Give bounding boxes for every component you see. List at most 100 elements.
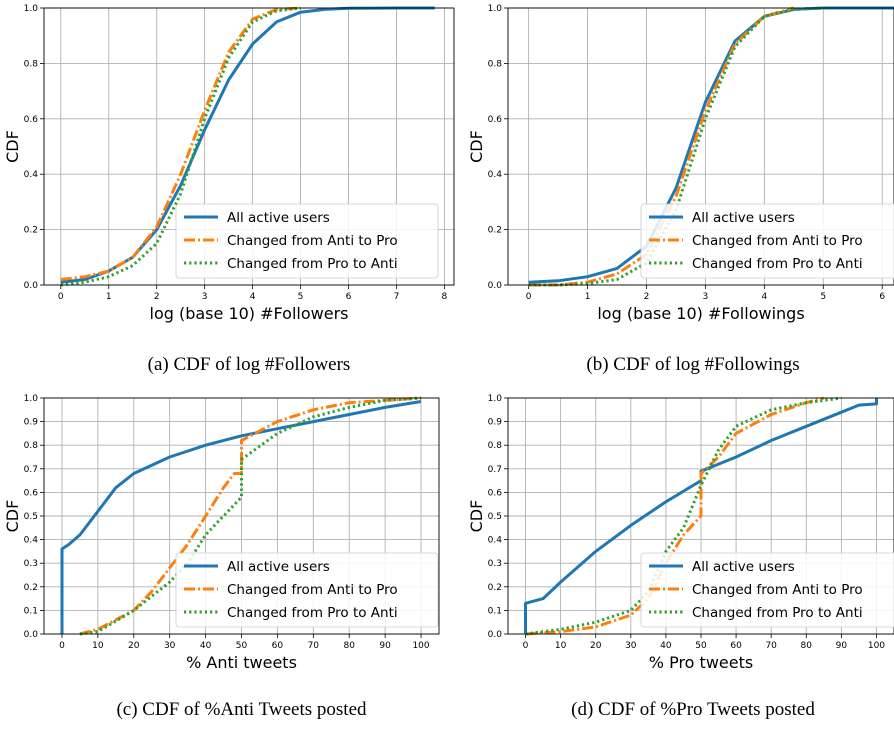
y-tick-label: 0.3 (488, 559, 502, 569)
y-tick-label: 1.0 (24, 4, 39, 14)
x-tick-label: 2 (644, 292, 650, 302)
x-tick-label: 90 (379, 641, 391, 651)
y-tick-label: 0.7 (24, 465, 38, 475)
legend-label-1: All active users (692, 210, 795, 226)
x-tick-label: 2 (154, 292, 160, 302)
y-axis-label: CDF (3, 500, 22, 533)
legend-label-1: All active users (227, 210, 330, 226)
y-tick-label: 0.5 (24, 512, 38, 522)
chart-c: 0 10 20 30 40 50 60 70 80 90 100 0.0 0.1 0.2 0.3 0.4 0.5… (3, 394, 440, 720)
y-tick-label: 0.0 (24, 281, 39, 291)
x-tick-label: 50 (236, 641, 248, 651)
y-tick-label: 0.4 (488, 536, 503, 546)
series-line-3 (79, 396, 422, 636)
x-tick-label: 90 (836, 641, 848, 651)
y-tick-label: 0.1 (24, 606, 38, 616)
chart-d: 0 10 20 30 40 50 60 70 80 90 100 0.0 0.1 0.2 0.3 0.4 0.5… (467, 394, 894, 720)
y-tick-label: 1.0 (24, 394, 39, 404)
x-tick-label: 20 (128, 641, 140, 651)
x-tick-label: 100 (412, 641, 429, 651)
x-tick-label: 40 (200, 641, 212, 651)
y-tick-label: 0.2 (24, 583, 38, 593)
x-tick-label: 10 (92, 641, 104, 651)
x-tick-label: 0 (523, 641, 529, 651)
y-tick-label: 1.0 (488, 394, 503, 404)
x-axis-label: % Anti tweets (186, 653, 297, 672)
y-axis-label: CDF (3, 130, 22, 163)
plot-frame (507, 7, 894, 286)
plot-frame (507, 397, 894, 635)
series-line-2 (60, 6, 301, 281)
series-line-1 (60, 400, 422, 634)
legend-label-2: Changed from Anti to Pro (227, 233, 398, 249)
y-tick-label: 0.0 (24, 630, 39, 640)
x-tick-label: 3 (202, 292, 208, 302)
x-tick-label: 5 (820, 292, 826, 302)
y-tick-label: 0.6 (488, 115, 503, 125)
x-tick-label: 80 (344, 641, 356, 651)
chart-b: 0 1 2 3 4 5 6 0.0 0.2 0.4 0.6 0.8 1.0 log (base 10) #… (467, 4, 894, 375)
x-tick-label: 70 (308, 641, 320, 651)
x-tick-label: 3 (703, 292, 709, 302)
x-tick-label: 50 (695, 641, 707, 651)
legend-box (175, 552, 439, 628)
x-tick-label: 4 (250, 292, 256, 302)
series-line-3 (525, 396, 842, 636)
x-tick-label: 4 (761, 292, 767, 302)
x-tick-label: 8 (442, 292, 448, 302)
y-tick-label: 0.2 (488, 583, 502, 593)
legend: All active users Changed from Anti to Pro… (175, 552, 439, 628)
y-tick-label: 0.8 (24, 59, 39, 69)
series-line-2 (79, 396, 422, 636)
x-tick-label: 70 (765, 641, 777, 651)
x-tick-label: 1 (585, 292, 591, 302)
x-tick-label: 6 (879, 292, 885, 302)
legend-label-2: Changed from Anti to Pro (692, 233, 863, 249)
y-tick-label: 0.8 (24, 441, 39, 451)
y-axis-label: CDF (467, 130, 486, 163)
y-tick-label: 0.6 (24, 488, 39, 498)
y-tick-label: 0.0 (488, 630, 503, 640)
x-tick-label: 30 (164, 641, 176, 651)
x-tick-label: 40 (660, 641, 672, 651)
series-line-2 (525, 396, 825, 636)
legend-label-3: Changed from Pro to Anti (692, 256, 863, 272)
x-tick-label: 7 (394, 292, 400, 302)
y-tick-label: 0.0 (488, 281, 503, 291)
legend-label-3: Changed from Pro to Anti (692, 605, 863, 621)
y-tick-label: 0.4 (488, 170, 503, 180)
y-tick-label: 0.8 (488, 441, 503, 451)
x-tick-label: 60 (730, 641, 742, 651)
y-tick-label: 0.2 (488, 226, 502, 236)
y-tick-label: 0.9 (488, 418, 503, 428)
x-axis-label: log (base 10) #Followers (150, 304, 349, 323)
x-tick-label: 10 (555, 641, 567, 651)
x-tick-label: 0 (59, 641, 65, 651)
legend: All active users Changed from Anti to Pro… (640, 203, 894, 279)
plot-frame (43, 7, 455, 286)
legend-box (175, 203, 439, 279)
y-tick-label: 0.8 (488, 59, 503, 69)
x-tick-label: 0 (526, 292, 532, 302)
y-tick-label: 0.9 (24, 418, 39, 428)
x-tick-label: 80 (801, 641, 813, 651)
y-tick-label: 0.4 (24, 170, 39, 180)
y-tick-label: 0.1 (488, 606, 502, 616)
y-tick-label: 0.2 (24, 226, 38, 236)
subfigure-caption: (d) CDF of %Pro Tweets posted (571, 699, 815, 720)
y-axis-label: CDF (467, 500, 486, 533)
y-tick-label: 0.6 (488, 488, 503, 498)
legend-label-2: Changed from Anti to Pro (692, 582, 863, 598)
y-tick-label: 0.3 (24, 559, 38, 569)
legend-box (640, 552, 894, 628)
plot-frame (43, 397, 440, 635)
subfigure-caption: (a) CDF of log #Followers (148, 354, 351, 375)
legend: All active users Changed from Anti to Pro… (175, 203, 439, 279)
x-tick-label: 60 (272, 641, 284, 651)
legend-box (640, 203, 894, 279)
y-tick-label: 0.4 (24, 536, 39, 546)
legend-label-1: All active users (227, 559, 330, 575)
series-line-3 (60, 6, 301, 287)
y-tick-label: 0.5 (488, 512, 502, 522)
